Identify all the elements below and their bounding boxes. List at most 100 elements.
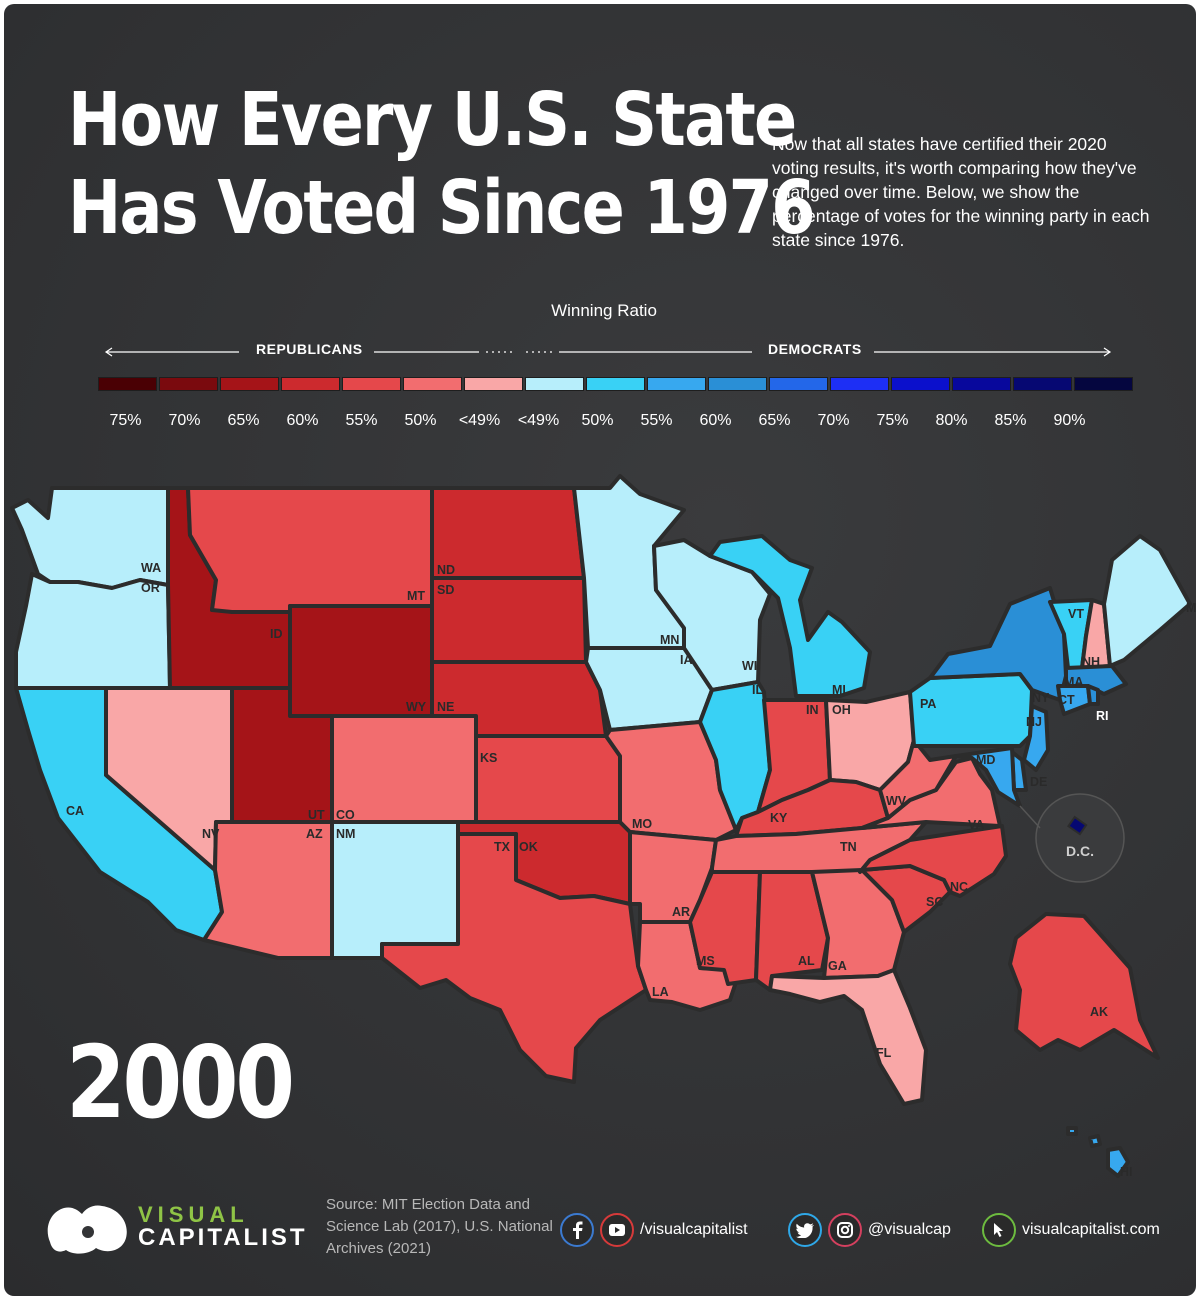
visual-capitalist-logo-icon	[47, 1205, 127, 1254]
legend-label-1: 70%	[168, 412, 201, 429]
facebook-icon[interactable]	[560, 1213, 594, 1247]
legend-swatch-0	[98, 377, 157, 391]
social-twitter-instagram[interactable]: @visualcap	[788, 1212, 951, 1248]
intro-text: Now that all states have certified their…	[772, 134, 1150, 250]
state-label-SD: SD	[437, 583, 454, 597]
legend-swatch-4	[342, 377, 401, 391]
legend-label-8: 50%	[581, 412, 614, 429]
state-label-SC: SC	[926, 895, 943, 909]
source-note: Source: MIT Election Data and Science La…	[326, 1196, 553, 1257]
state-label-TX: TX	[494, 840, 511, 854]
legend-label-2: 65%	[227, 412, 260, 429]
legend-label-15: 85%	[994, 412, 1027, 429]
footer: VISUAL CAPITALIST Source: MIT Election D…	[4, 1184, 1196, 1274]
legend-swatch-7	[525, 377, 584, 391]
twitter-icon[interactable]	[788, 1213, 822, 1247]
legend-percent-labels: 75% 70% 65% 60% 55% 50% <49% <49% 50% 55% 60% 65% 70…	[96, 412, 1099, 430]
state-label-NC: NC	[950, 880, 968, 894]
state-label-MN: MN	[660, 633, 679, 647]
website-link[interactable]: visualcapitalist.com	[1022, 1221, 1160, 1238]
legend-label-11: 65%	[758, 412, 791, 429]
state-label-WV: WV	[886, 794, 907, 808]
state-label-OK: OK	[519, 840, 538, 854]
state-label-RI: RI	[1096, 709, 1109, 723]
state-CO[interactable]	[330, 714, 478, 824]
state-label-UT: UT	[308, 808, 325, 822]
state-label-NH: NH	[1082, 655, 1100, 669]
state-label-ME: ME	[1186, 601, 1196, 615]
state-label-ID: ID	[270, 627, 283, 641]
state-AZ[interactable]	[202, 820, 334, 960]
state-label-MI: MI	[832, 683, 846, 697]
state-SD[interactable]	[430, 576, 588, 664]
state-MD[interactable]	[954, 746, 1022, 808]
state-label-IN: IN	[806, 703, 819, 717]
state-label-AK: AK	[1090, 1005, 1108, 1019]
state-label-MT: MT	[407, 589, 425, 603]
state-KS[interactable]	[474, 734, 622, 824]
state-label-NJ: NJ	[1026, 715, 1042, 729]
dc-inset-pointer	[1019, 805, 1041, 829]
state-label-NY: NY	[1032, 691, 1050, 705]
state-label-IA: IA	[680, 653, 693, 667]
state-label-MD: MD	[976, 753, 995, 767]
state-label-KY: KY	[770, 811, 788, 825]
year-label: 2000	[66, 1024, 295, 1141]
state-NC[interactable]	[858, 824, 1008, 898]
state-label-ND: ND	[437, 563, 455, 577]
state-label-VA: VA	[968, 818, 984, 832]
cursor-icon[interactable]	[982, 1213, 1016, 1247]
state-MI[interactable]	[708, 534, 872, 698]
state-label-GA: GA	[828, 959, 847, 973]
state-label-DE: DE	[1030, 775, 1047, 789]
state-AK[interactable]	[1008, 912, 1160, 1060]
legend-swatch-13	[891, 377, 950, 391]
legend-swatch-8	[586, 377, 645, 391]
state-RI[interactable]	[1086, 684, 1100, 706]
state-label-OR: OR	[141, 581, 160, 595]
handle-visualcapitalist[interactable]: /visualcapitalist	[640, 1221, 748, 1238]
state-label-MS: MS	[696, 954, 715, 968]
legend-swatch-15	[1013, 377, 1072, 391]
state-MT[interactable]	[186, 486, 434, 614]
state-MS[interactable]	[688, 870, 762, 986]
title-line-1: How Every U.S. State	[68, 77, 797, 163]
state-label-WI: WI	[742, 659, 757, 673]
state-DC[interactable]	[1067, 815, 1088, 836]
state-ME[interactable]	[1102, 534, 1192, 668]
state-label-PA: PA	[920, 697, 936, 711]
legend-swatch-6	[464, 377, 523, 391]
state-label-AR: AR	[672, 905, 690, 919]
state-CT[interactable]	[1056, 684, 1092, 716]
legend-swatch-16	[1074, 377, 1133, 391]
title-line-2: Has Voted Since 1976	[68, 165, 815, 251]
handle-visualcap[interactable]: @visualcap	[868, 1221, 951, 1238]
legend-arrows-icon	[104, 347, 1112, 357]
state-label-LA: LA	[652, 985, 669, 999]
state-label-CT: CT	[1058, 693, 1075, 707]
state-label-AZ: AZ	[306, 827, 323, 841]
state-label-WY: WY	[406, 700, 427, 714]
legend-label-12: 70%	[817, 412, 850, 429]
legend-democrats-label: DEMOCRATS	[768, 341, 862, 357]
state-label-NV: NV	[202, 827, 220, 841]
social-website[interactable]: visualcapitalist.com	[982, 1212, 1160, 1248]
state-HI[interactable]	[1066, 1126, 1130, 1178]
instagram-icon[interactable]	[828, 1213, 862, 1247]
legend-swatch-5	[403, 377, 462, 391]
state-label-DC: D.C.	[1066, 843, 1094, 859]
legend-label-13: 75%	[876, 412, 909, 429]
legend-swatch-14	[952, 377, 1011, 391]
legend-label-10: 60%	[699, 412, 732, 429]
page-title: How Every U.S. State Has Voted Since 197…	[68, 76, 815, 252]
legend-label-7: <49%	[517, 412, 560, 429]
state-label-AL: AL	[798, 954, 815, 968]
state-FL[interactable]	[768, 968, 928, 1106]
social-facebook-youtube[interactable]: /visualcapitalist	[560, 1212, 748, 1248]
state-label-FL: FL	[876, 1046, 892, 1060]
state-TX[interactable]	[380, 832, 648, 1084]
state-label-KS: KS	[480, 751, 497, 765]
youtube-icon[interactable]	[600, 1213, 634, 1247]
state-NM[interactable]	[330, 820, 460, 960]
state-label-NM: NM	[336, 827, 355, 841]
